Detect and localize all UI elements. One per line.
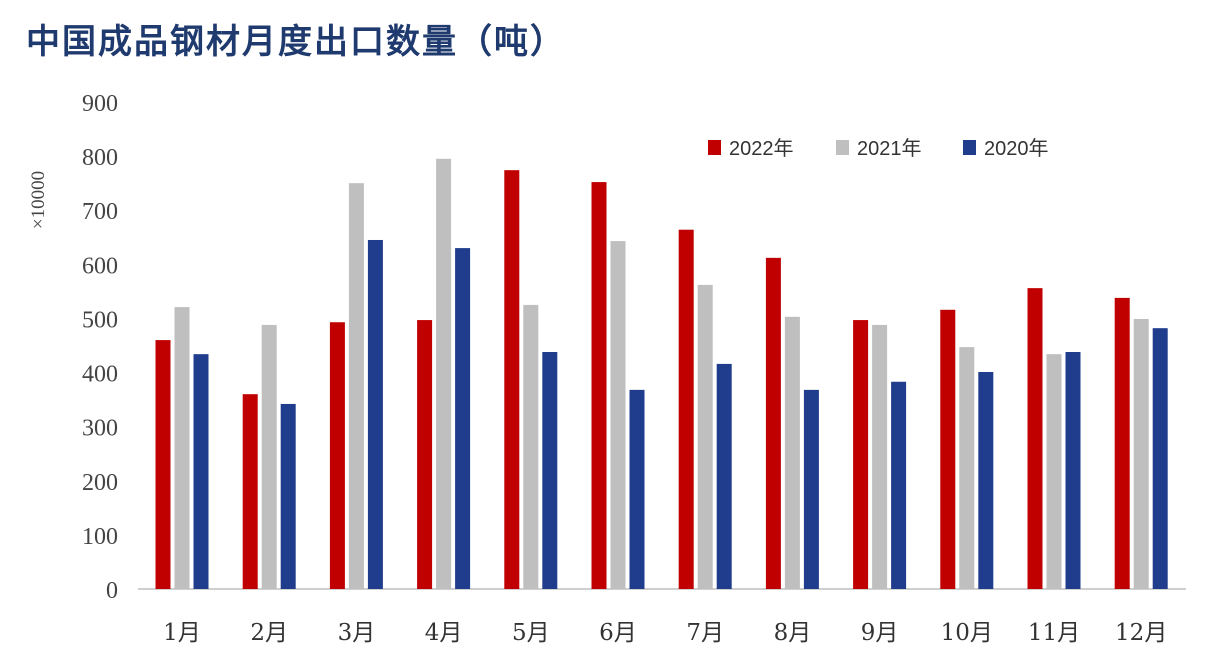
x-tick-label: 8月 (774, 620, 812, 646)
bar-2022年-1月 (155, 340, 171, 589)
bar-2020年-12月 (1152, 328, 1168, 589)
legend-swatch-2021年 (836, 140, 849, 155)
bar-2020年-7月 (716, 363, 732, 589)
y-tick-label: 500 (82, 307, 118, 333)
bar-2020年-3月 (367, 239, 383, 589)
bar-2022年-6月 (591, 182, 607, 589)
bar-2020年-10月 (978, 372, 994, 589)
bar-2021年-3月 (348, 183, 364, 589)
bar-2021年-8月 (784, 316, 800, 589)
bar-2021年-1月 (174, 307, 190, 589)
y-tick-label: 700 (82, 199, 118, 225)
bar-2021年-7月 (697, 284, 713, 589)
y-tick-label: 100 (82, 524, 118, 550)
x-tick-label: 10月 (941, 620, 993, 646)
legend-swatch-2022年 (708, 140, 721, 155)
bar-2022年-9月 (853, 320, 869, 589)
bar-2021年-4月 (436, 158, 452, 590)
y-axis-label: ×10000 (28, 171, 49, 229)
bar-2020年-1月 (193, 354, 209, 589)
x-tick-label: 3月 (338, 620, 376, 646)
y-tick-label: 0 (106, 578, 118, 604)
bar-2021年-6月 (610, 241, 626, 589)
x-tick-label: 5月 (512, 620, 550, 646)
x-tick-label: 2月 (250, 620, 288, 646)
y-tick-label: 600 (82, 253, 118, 279)
y-tick-label: 400 (82, 362, 118, 388)
bar-2022年-12月 (1114, 297, 1130, 589)
bar-2021年-12月 (1133, 318, 1149, 589)
bar-2022年-4月 (417, 320, 433, 589)
bar-2022年-11月 (1027, 288, 1043, 589)
y-tick-label: 800 (82, 145, 118, 171)
bar-2021年-9月 (872, 324, 888, 589)
bar-2021年-2月 (261, 324, 277, 589)
x-tick-label: 7月 (686, 620, 724, 646)
legend-label: 2020年 (984, 137, 1049, 160)
bar-2020年-8月 (803, 389, 819, 589)
bar-2022年-8月 (765, 257, 781, 589)
x-tick-label: 12月 (1115, 620, 1167, 646)
legend-swatch-2020年 (963, 140, 976, 155)
bar-2021年-11月 (1046, 354, 1062, 589)
bar-2020年-5月 (542, 351, 558, 589)
bar-2020年-4月 (455, 248, 471, 589)
bar-2022年-2月 (242, 394, 258, 589)
bar-2021年-10月 (959, 347, 975, 589)
bar-2021年-5月 (523, 304, 539, 589)
x-tick-label: 4月 (425, 620, 463, 646)
y-tick-label: 300 (82, 416, 118, 442)
bar-2022年-3月 (329, 322, 345, 589)
x-tick-label: 11月 (1028, 620, 1080, 646)
y-tick-label: 900 (82, 91, 118, 117)
x-tick-label: 9月 (861, 620, 899, 646)
bar-2022年-7月 (678, 229, 694, 590)
x-tick-label: 6月 (599, 620, 637, 646)
legend-label: 2021年 (857, 137, 922, 160)
chart-title: 中国成品钢材月度出口数量（吨） (26, 22, 566, 62)
bar-2020年-9月 (891, 381, 907, 589)
legend-label: 2022年 (729, 137, 794, 160)
bar-2022年-5月 (504, 170, 520, 589)
bar-2020年-11月 (1065, 351, 1081, 589)
bar-2022年-10月 (940, 309, 956, 589)
x-tick-label: 1月 (163, 620, 201, 646)
y-tick-label: 200 (82, 470, 118, 496)
bar-2020年-2月 (280, 403, 296, 589)
bar-2020年-6月 (629, 389, 645, 589)
